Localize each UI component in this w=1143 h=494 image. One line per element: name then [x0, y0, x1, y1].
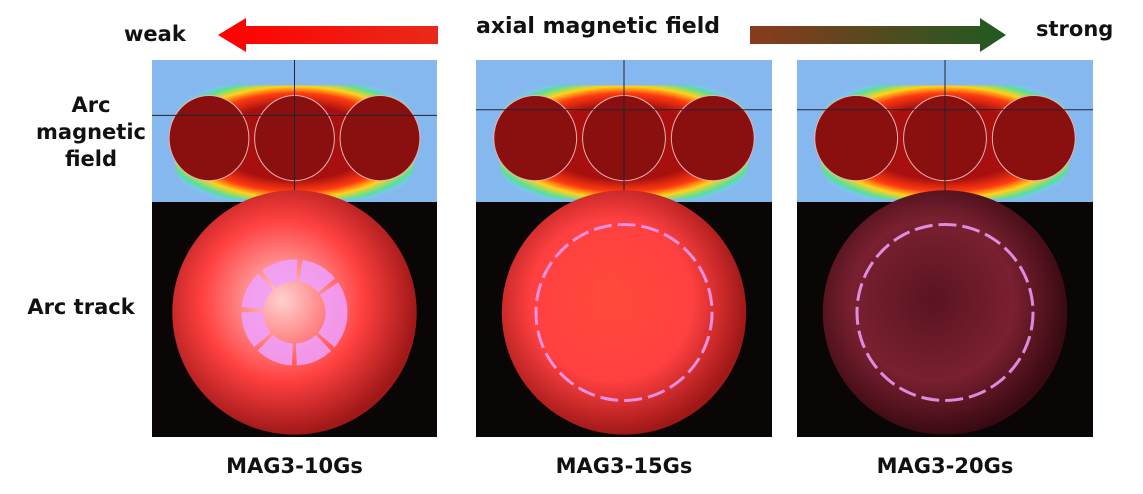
weak-label: weak [124, 22, 186, 46]
weak-arrow [218, 18, 438, 52]
panel-caption: MAG3-10Gs [226, 454, 363, 478]
electrode [822, 190, 1068, 435]
panel-caption: MAG3-15Gs [555, 454, 693, 478]
panel [797, 60, 1093, 437]
electrode [501, 190, 747, 435]
panel [152, 60, 437, 437]
arc-track [241, 259, 348, 366]
electrode [172, 190, 417, 435]
strong-arrow [750, 18, 1006, 52]
row-label: Arc track [27, 295, 135, 319]
arc-track [855, 222, 1035, 402]
panel [476, 60, 772, 437]
row-label: Arc magnetic field [36, 93, 146, 171]
arc-track [534, 222, 714, 402]
axis-title: axial magnetic field [476, 14, 720, 39]
panel-caption: MAG3-20Gs [876, 454, 1014, 478]
strong-label: strong [1036, 17, 1114, 41]
